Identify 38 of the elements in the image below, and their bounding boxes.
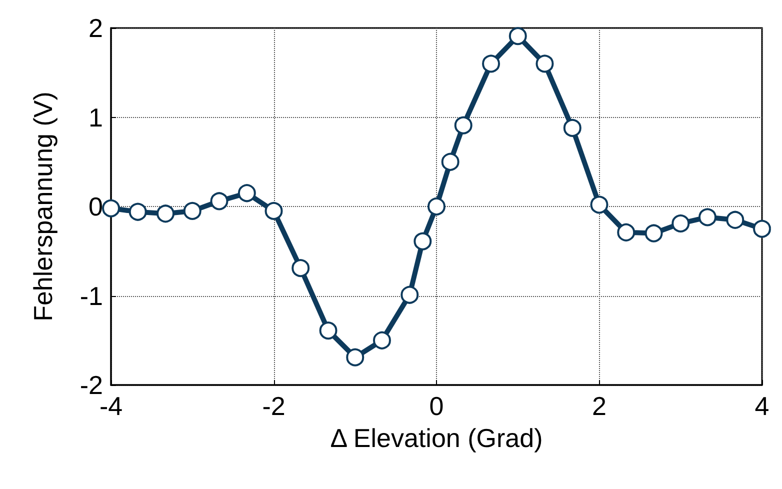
point: [726, 210, 744, 229]
point: [319, 322, 338, 340]
point: [414, 232, 432, 250]
point: [238, 184, 256, 202]
point: [400, 286, 419, 304]
point: [346, 348, 364, 366]
point: [102, 199, 120, 218]
x-axis-title: Δ Elevation (Grad): [330, 423, 543, 453]
point: [264, 202, 283, 220]
point: [482, 54, 500, 73]
point: [183, 202, 202, 220]
y-tick-label: 1: [88, 102, 103, 132]
point: [672, 214, 690, 232]
y-tick-label: -2: [80, 370, 103, 400]
x-tick-label: -2: [262, 391, 286, 421]
point: [454, 116, 472, 134]
y-tick-label: 2: [88, 13, 103, 43]
point: [508, 27, 527, 46]
point: [128, 202, 147, 221]
point: [292, 259, 310, 278]
y-axis-title: Fehlerspannung (V): [28, 92, 58, 322]
x-tick-label: 2: [592, 391, 606, 421]
y-tick-label: 0: [88, 192, 103, 222]
point: [441, 152, 460, 171]
point: [617, 223, 636, 242]
point: [753, 220, 771, 238]
y-tick-label: -1: [80, 280, 103, 311]
point: [563, 118, 582, 137]
point: [372, 331, 391, 350]
point: [210, 192, 228, 210]
x-tick-label: 0: [429, 391, 444, 421]
point: [590, 196, 608, 214]
point: [156, 204, 175, 223]
point: [644, 224, 663, 242]
point: [698, 208, 716, 226]
x-tick-label: 4: [754, 391, 770, 421]
point: [536, 54, 554, 73]
point: [428, 198, 446, 216]
